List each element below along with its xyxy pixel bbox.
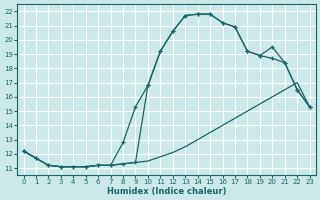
- X-axis label: Humidex (Indice chaleur): Humidex (Indice chaleur): [107, 187, 226, 196]
